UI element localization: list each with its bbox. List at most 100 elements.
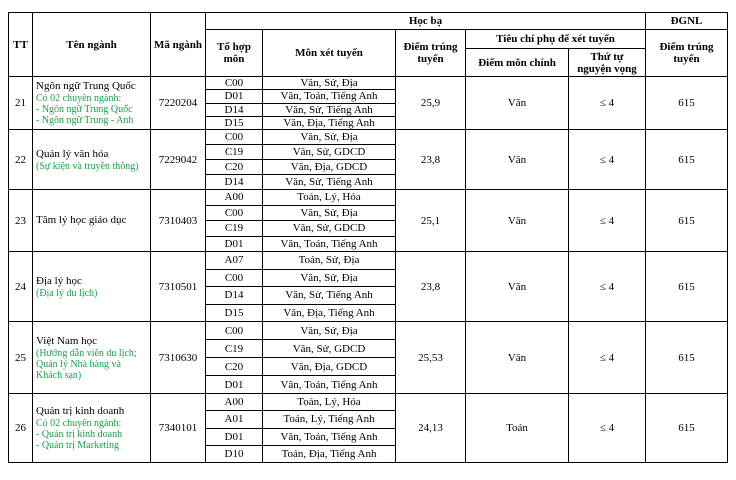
tt-cell: 23 [8, 189, 33, 252]
tt-cell: 26 [8, 393, 33, 463]
header-cell: Tổ hợp môn [205, 29, 263, 77]
subjects-cell: Toán, Lý, Tiếng Anh [262, 410, 396, 429]
combo-cell: D15 [205, 115, 263, 131]
header-cell: Điểm trúng tuyển [395, 29, 466, 77]
subjects-cell: Toán, Lý, Hóa [262, 392, 396, 412]
combo-cell: D10 [205, 444, 263, 464]
major-note: - Quản trị kinh doanh [36, 429, 123, 440]
subjects-cell: Toán, Sử, Địa [262, 251, 396, 270]
major-note: Có 02 chuyên ngành: [36, 93, 122, 104]
code-cell: 7220204 [150, 76, 206, 130]
subjects-cell: Văn, Địa, Tiếng Anh [262, 115, 396, 131]
combo-cell: C00 [205, 268, 263, 287]
combo-cell: C00 [205, 129, 263, 145]
main-cell: Văn [465, 129, 569, 190]
subjects-cell: Văn, Sử, GDCD [262, 220, 396, 237]
subjects-cell: Văn, Toán, Tiếng Anh [262, 89, 396, 104]
table-row: D10 Toán, Địa, Tiếng Anh [9, 444, 728, 464]
table-row: 26 Quản trị kinh doanh Có 02 chuyên ngành:… [8, 392, 728, 463]
major-note: (Sự kiện và truyền thông) [36, 160, 139, 172]
major-name: Tâm lý học giáo dục [36, 214, 127, 226]
combo-cell: D01 [205, 89, 263, 104]
combo-cell: D14 [205, 286, 263, 305]
subjects-cell: Văn, Sử, Tiếng Anh [262, 102, 396, 117]
major-note: - Ngôn ngữ Trung - Anh [36, 115, 134, 126]
main-cell: Văn [465, 189, 569, 252]
combo-cell: D14 [205, 102, 263, 117]
table-row: 25 Việt Nam học (Hướng dẫn viên du lịch; Q… [8, 321, 728, 394]
table-row: 21 Ngôn ngữ Trung Quốc Có 02 chuyên ngành:… [8, 75, 728, 130]
table-row: 22 Quản lý văn hóa (Sự kiện và truyền thôn… [8, 129, 728, 190]
major-note: - Ngôn ngữ Trung Quốc [36, 104, 133, 115]
tt-cell: 24 [8, 251, 33, 322]
combo-cell: C00 [205, 75, 263, 91]
subjects-cell: Văn, Toán, Tiếng Anh [262, 235, 396, 252]
table-body: 21 Ngôn ngữ Trung Quốc Có 02 chuyên ngành:… [8, 75, 728, 464]
subjects-cell: Toán, Địa, Tiếng Anh [262, 444, 396, 464]
table-row: D15 Văn, Địa, Tiếng Anh [9, 303, 728, 322]
tt-cell: 22 [8, 129, 33, 190]
subjects-cell: Văn, Sử, GDCD [262, 144, 396, 160]
combo-cell: C19 [205, 144, 263, 160]
header-cell: Mã ngành [150, 12, 206, 77]
major-note: (Hướng dẫn viên du lịch; Quản lý Nhà hàn… [36, 347, 137, 381]
combo-cell: A00 [205, 189, 263, 206]
table-row: D15 Văn, Địa, Tiếng Anh [9, 115, 728, 131]
main-cell: Văn [465, 76, 569, 130]
major-name: Ngôn ngữ Trung Quốc [36, 80, 136, 92]
header-cell: Thứ tự nguyện vọng [568, 48, 646, 77]
combo-cell: A01 [205, 410, 263, 429]
combo-cell: C00 [205, 321, 263, 340]
combo-cell: D01 [205, 427, 263, 446]
table-row: 23 Tâm lý học giáo dục 7310403 A00 Toán, Lý,… [8, 189, 728, 252]
major-name: Việt Nam học [36, 334, 98, 347]
major-cell: Quản trị kinh doanh Có 02 chuyên ngành: - … [32, 393, 151, 463]
subjects-cell: Văn, Địa, GDCD [262, 357, 396, 376]
subjects-cell: Văn, Địa, Tiếng Anh [262, 303, 396, 322]
combo-cell: C19 [205, 339, 263, 358]
tt-cell: 25 [8, 321, 33, 394]
table-row: D14 Văn, Sử, Tiếng Anh [9, 286, 728, 305]
order-cell: ≤ 4 [568, 189, 646, 252]
subjects-cell: Văn, Địa, GDCD [262, 159, 396, 175]
score-cell: 25,9 [395, 76, 466, 130]
dgnl-cell: 615 [645, 189, 728, 252]
table-row: 24 Địa lý học (Địa lý du lịch) 7310501 A07 To… [8, 251, 728, 322]
dgnl-cell: 615 [645, 76, 728, 130]
header-cell: Môn xét tuyển [262, 29, 396, 77]
order-cell: ≤ 4 [568, 321, 646, 394]
combo-cell: C19 [205, 220, 263, 237]
header-cell: Tên ngành [32, 12, 151, 77]
major-note: Có 02 chuyên ngành: [36, 418, 122, 429]
combo-cell: C20 [205, 357, 263, 376]
major-cell: Ngôn ngữ Trung Quốc Có 02 chuyên ngành: - … [32, 76, 151, 130]
subjects-cell: Văn, Sử, Tiếng Anh [262, 286, 396, 305]
header-cell: Điểm trúng tuyển [645, 29, 728, 77]
dgnl-cell: 615 [645, 321, 728, 394]
score-cell: 23,8 [395, 251, 466, 322]
table-row: D14 Văn, Sử, Tiếng Anh [9, 102, 728, 117]
admission-table: TT Tên ngành Mã ngành Học bạ ĐGNL Tổ hợp… [8, 12, 728, 464]
header-cell: Học bạ [205, 12, 646, 30]
score-cell: 25,1 [395, 189, 466, 252]
major-name: Địa lý học [36, 274, 82, 287]
major-note: (Địa lý du lịch) [36, 287, 98, 299]
tt-cell: 21 [8, 76, 33, 130]
major-note: - Quản trị Marketing [36, 440, 120, 451]
order-cell: ≤ 4 [568, 129, 646, 190]
subjects-cell: Văn, Sử, Địa [262, 321, 396, 340]
table-row: A01 Toán, Lý, Tiếng Anh [9, 410, 728, 429]
subjects-cell: Văn, Sử, Địa [262, 129, 396, 145]
table-row: C19 Văn, Sử, GDCD [9, 220, 728, 237]
combo-cell: D14 [205, 174, 263, 190]
major-cell: Việt Nam học (Hướng dẫn viên du lịch; Quả… [32, 321, 151, 394]
score-cell: 24,13 [395, 393, 466, 463]
subjects-cell: Văn, Sử, Địa [262, 268, 396, 287]
score-cell: 25,53 [395, 321, 466, 394]
table-row: D01 Văn, Toán, Tiếng Anh [9, 89, 728, 104]
header-cell: ĐGNL [645, 12, 728, 30]
major-cell: Địa lý học (Địa lý du lịch) [32, 251, 151, 322]
combo-cell: D01 [205, 235, 263, 252]
dgnl-cell: 615 [645, 251, 728, 322]
